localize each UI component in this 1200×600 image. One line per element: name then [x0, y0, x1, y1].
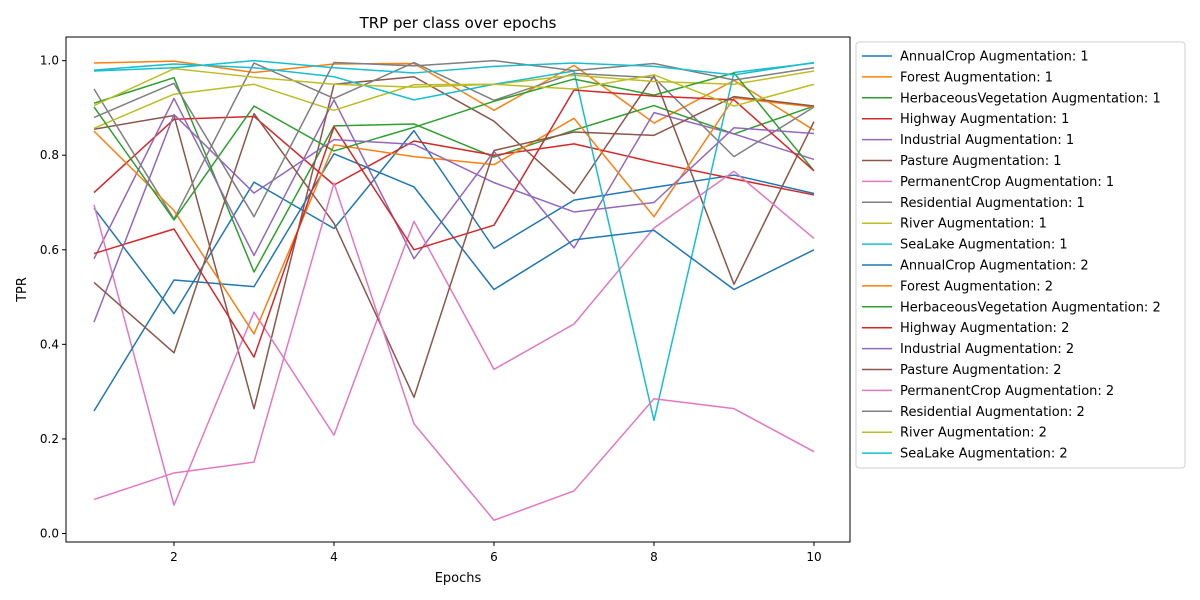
x-tick-label: 2 [170, 550, 178, 564]
legend-label: River Augmentation: 2 [900, 426, 1047, 441]
legend-label: Forest Augmentation: 2 [900, 279, 1053, 294]
legend-label: Highway Augmentation: 2 [900, 321, 1069, 336]
x-axis-label: Epochs [435, 571, 482, 586]
x-axis: 2 4 6 8 10 [170, 542, 822, 564]
series-line-6 [93, 75, 815, 410]
legend-label: Residential Augmentation: 1 [900, 196, 1085, 211]
series-line-1 [93, 129, 815, 315]
series-line-5 [93, 97, 815, 260]
series-line-19 [93, 67, 815, 107]
series-line-2 [93, 60, 815, 131]
legend-label: Industrial Augmentation: 2 [900, 342, 1074, 357]
legend-frame [855, 41, 1186, 469]
series-line-15 [93, 113, 815, 323]
legend-label: PermanentCrop Augmentation: 2 [900, 384, 1114, 399]
series-line-4 [93, 115, 815, 196]
chart-title: TRP per class over epochs [359, 14, 557, 32]
legend-label: PermanentCrop Augmentation: 1 [900, 175, 1114, 190]
x-tick-label: 6 [490, 550, 498, 564]
y-axis: 0.0 0.2 0.4 0.6 0.8 1.0 [40, 54, 66, 540]
plot-lines [93, 59, 815, 521]
series-line-13 [93, 72, 815, 221]
legend-label: HerbaceousVegetation Augmentation: 1 [900, 91, 1161, 106]
legend-label: Pasture Augmentation: 2 [900, 363, 1062, 378]
y-tick-label: 0.8 [40, 148, 59, 162]
legend-label: River Augmentation: 1 [900, 217, 1047, 232]
series-line-16 [93, 95, 815, 399]
legend: AnnualCrop Augmentation: 1 Forest Augment… [855, 41, 1186, 469]
series-line-14 [93, 89, 815, 358]
series-line-3 [93, 76, 815, 273]
series-line-20 [93, 59, 815, 76]
y-axis-label: TPR [15, 277, 30, 303]
x-tick-label: 4 [330, 550, 338, 564]
legend-label: Forest Augmentation: 1 [900, 70, 1053, 85]
series-line-17 [93, 182, 815, 521]
y-tick-label: 0.2 [40, 432, 59, 446]
x-tick-label: 10 [806, 550, 821, 564]
y-tick-label: 0.6 [40, 243, 59, 257]
legend-label: Industrial Augmentation: 1 [900, 133, 1074, 148]
y-tick-label: 1.0 [40, 54, 59, 68]
legend-label: AnnualCrop Augmentation: 1 [900, 50, 1089, 65]
series-line-18 [93, 59, 815, 218]
series-line-10 [93, 62, 815, 422]
series-line-9 [93, 70, 815, 129]
y-tick-label: 0.0 [40, 526, 59, 540]
series-line-7 [93, 170, 815, 506]
legend-label: HerbaceousVegetation Augmentation: 2 [900, 300, 1161, 315]
legend-label: Highway Augmentation: 1 [900, 112, 1069, 127]
plot-frame [65, 36, 851, 543]
legend-items: AnnualCrop Augmentation: 1 Forest Augment… [862, 50, 1161, 462]
y-tick-label: 0.4 [40, 337, 59, 351]
series-line-8 [93, 61, 815, 220]
legend-label: Residential Augmentation: 2 [900, 405, 1085, 420]
legend-label: SeaLake Augmentation: 2 [900, 447, 1068, 462]
legend-label: Pasture Augmentation: 1 [900, 154, 1062, 169]
series-line-12 [93, 97, 815, 335]
legend-label: AnnualCrop Augmentation: 2 [900, 259, 1089, 274]
x-tick-label: 8 [650, 550, 658, 564]
legend-label: SeaLake Augmentation: 1 [900, 238, 1068, 253]
